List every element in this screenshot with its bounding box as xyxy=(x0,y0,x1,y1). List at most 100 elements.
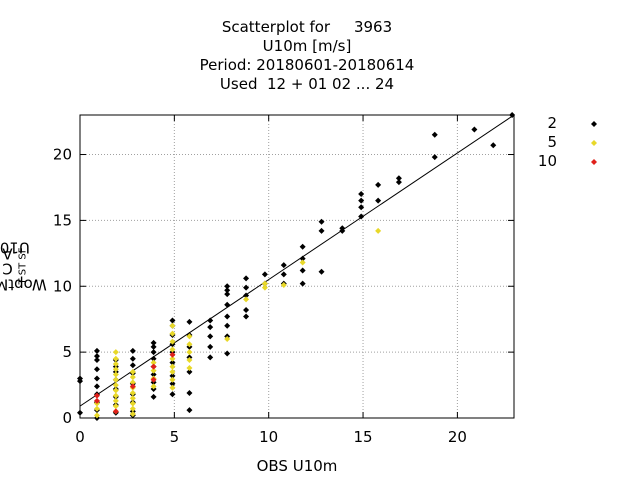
data-point xyxy=(129,368,136,375)
data-point xyxy=(129,400,136,407)
data-point xyxy=(509,112,516,118)
data-point xyxy=(243,292,250,299)
y-tick-label: 10 xyxy=(53,277,72,295)
data-point xyxy=(93,392,100,399)
legend-markers xyxy=(591,121,597,165)
data-point xyxy=(150,367,157,374)
data-point xyxy=(186,364,193,371)
data-point xyxy=(299,243,306,250)
data-point xyxy=(186,389,193,396)
data-point xyxy=(112,403,119,410)
data-point xyxy=(375,181,382,188)
data-point xyxy=(112,371,119,378)
data-point xyxy=(169,355,176,362)
data-point xyxy=(243,306,250,313)
data-point xyxy=(112,397,119,404)
data-point xyxy=(224,291,231,298)
title-line-1: Scatterplot for 3963 xyxy=(221,18,393,36)
title-line-2: U10m [m/s] xyxy=(262,37,352,55)
data-point xyxy=(318,268,325,275)
x-tick-label: 15 xyxy=(353,428,372,446)
data-point xyxy=(129,355,136,362)
data-point xyxy=(77,409,83,416)
y-tick-label: 5 xyxy=(62,343,72,361)
data-point xyxy=(169,372,176,379)
data-point xyxy=(129,362,136,369)
data-point xyxy=(375,227,382,234)
data-point xyxy=(358,197,365,204)
data-point xyxy=(169,322,176,329)
data-point xyxy=(318,227,325,234)
data-point xyxy=(243,284,250,291)
series-10 xyxy=(93,351,176,415)
data-point xyxy=(280,262,287,269)
data-point xyxy=(224,350,231,357)
data-point xyxy=(224,301,231,308)
data-point xyxy=(169,384,176,391)
data-point xyxy=(186,407,193,414)
data-point xyxy=(339,225,346,232)
data-point xyxy=(77,375,83,382)
data-point xyxy=(169,391,176,398)
x-tick-label: 20 xyxy=(448,428,467,446)
data-point xyxy=(261,271,268,278)
data-point xyxy=(224,287,231,294)
station-id: 3963 xyxy=(353,18,393,36)
data-point xyxy=(129,379,136,386)
data-point xyxy=(431,131,438,138)
data-point xyxy=(93,383,100,390)
data-point xyxy=(150,383,157,390)
data-point xyxy=(186,341,193,348)
legend-label: 5 xyxy=(547,133,557,151)
data-point xyxy=(375,197,382,204)
data-point xyxy=(112,366,119,373)
y-tick-label: 15 xyxy=(53,211,72,229)
data-point xyxy=(112,360,119,367)
data-point xyxy=(169,368,176,375)
data-point xyxy=(186,368,193,375)
data-point xyxy=(207,324,214,331)
title-line-4: Used 12 + 01 02 ... 24 xyxy=(219,75,395,93)
data-point xyxy=(299,255,306,262)
data-point xyxy=(129,411,136,418)
data-point xyxy=(207,343,214,350)
data-point xyxy=(169,359,176,366)
data-point xyxy=(431,154,438,161)
data-point xyxy=(129,383,136,390)
data-point xyxy=(471,126,478,133)
data-point xyxy=(224,283,231,290)
legend-marker xyxy=(591,140,597,146)
data-point xyxy=(150,349,157,356)
x-tick-label: 0 xyxy=(75,428,85,446)
data-point xyxy=(150,359,157,366)
axis-ticks: 0 5 10 15 20 0 5 10 15 20 xyxy=(53,115,514,446)
data-point xyxy=(169,346,176,353)
data-point xyxy=(261,280,268,287)
data-point xyxy=(280,271,287,278)
data-point xyxy=(93,353,100,360)
x-tick-label: 10 xyxy=(259,428,278,446)
legend-marker xyxy=(591,159,597,165)
data-point xyxy=(280,281,287,288)
data-point xyxy=(207,354,214,361)
data-point xyxy=(129,389,136,396)
data-point xyxy=(129,405,136,412)
data-point xyxy=(112,392,119,399)
data-point xyxy=(112,376,119,383)
data-point xyxy=(129,347,136,354)
data-point xyxy=(261,284,268,291)
data-point xyxy=(207,333,214,340)
data-point xyxy=(186,333,193,340)
data-point xyxy=(169,376,176,383)
data-point xyxy=(169,317,176,324)
data-point xyxy=(150,393,157,400)
data-point xyxy=(490,142,497,149)
data-point xyxy=(150,343,157,350)
data-point xyxy=(112,408,119,415)
plot-frame xyxy=(79,114,515,419)
data-point xyxy=(358,191,365,198)
data-point xyxy=(129,395,136,402)
x-axis-label: OBS U10m xyxy=(256,457,338,475)
data-point xyxy=(112,349,119,356)
